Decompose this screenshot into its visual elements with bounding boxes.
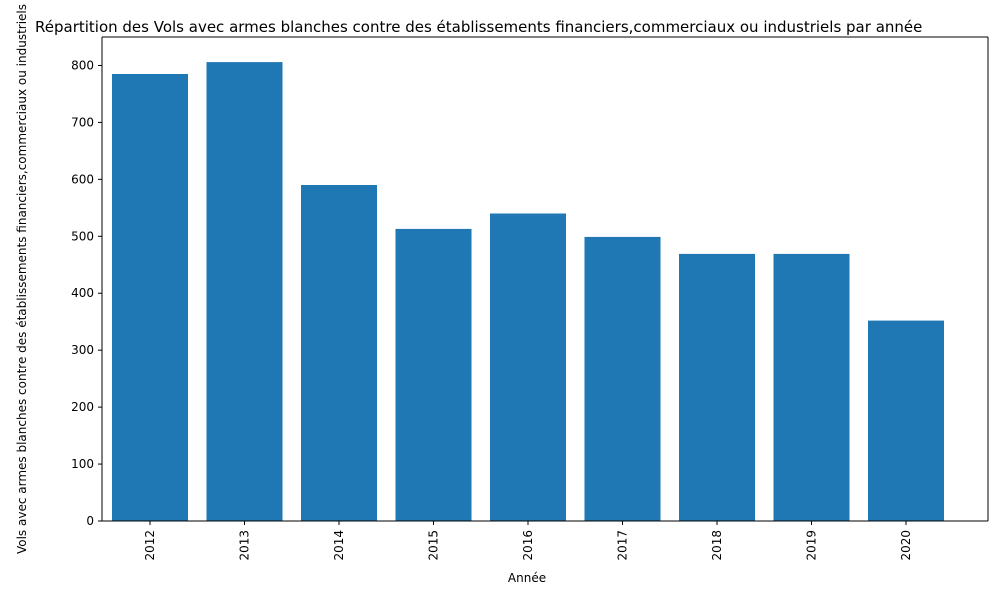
x-tick-label: 2016 (521, 530, 535, 561)
y-axis-ticks: 0 100 200 300 400 500 600 700 800 (71, 58, 102, 528)
x-tick-label: 2013 (238, 530, 252, 561)
bar-2020 (868, 320, 944, 521)
y-tick-label: 0 (86, 514, 94, 528)
y-tick-label: 500 (71, 229, 94, 243)
bars-group (112, 62, 944, 521)
bar-2018 (679, 253, 755, 521)
x-tick-label: 2012 (143, 530, 157, 561)
x-tick-label: 2019 (805, 530, 819, 561)
bar-2014 (301, 185, 377, 521)
y-tick-label: 800 (71, 58, 94, 72)
y-tick-label: 400 (71, 286, 94, 300)
x-tick-label: 2018 (710, 530, 724, 561)
bar-2012 (112, 74, 188, 521)
x-axis-label: Année (508, 571, 546, 585)
x-tick-label: 2017 (616, 530, 630, 561)
x-axis-ticks: 2012 2013 2014 2015 2016 2017 2018 2019 2020 (143, 521, 913, 561)
y-tick-label: 200 (71, 400, 94, 414)
bar-2015 (395, 228, 472, 521)
y-tick-label: 100 (71, 457, 94, 471)
y-tick-label: 700 (71, 115, 94, 129)
chart-title: Répartition des Vols avec armes blanches… (35, 18, 922, 36)
bar-2019 (773, 253, 850, 521)
bar-2016 (490, 213, 566, 521)
x-tick-label: 2020 (899, 530, 913, 561)
bar-2017 (584, 236, 661, 521)
y-axis-label: Vols avec armes blanches contre des étab… (15, 4, 29, 554)
x-tick-label: 2014 (332, 530, 346, 561)
y-tick-label: 600 (71, 172, 94, 186)
x-tick-label: 2015 (427, 530, 441, 561)
y-tick-label: 300 (71, 343, 94, 357)
bar-2013 (206, 62, 283, 521)
